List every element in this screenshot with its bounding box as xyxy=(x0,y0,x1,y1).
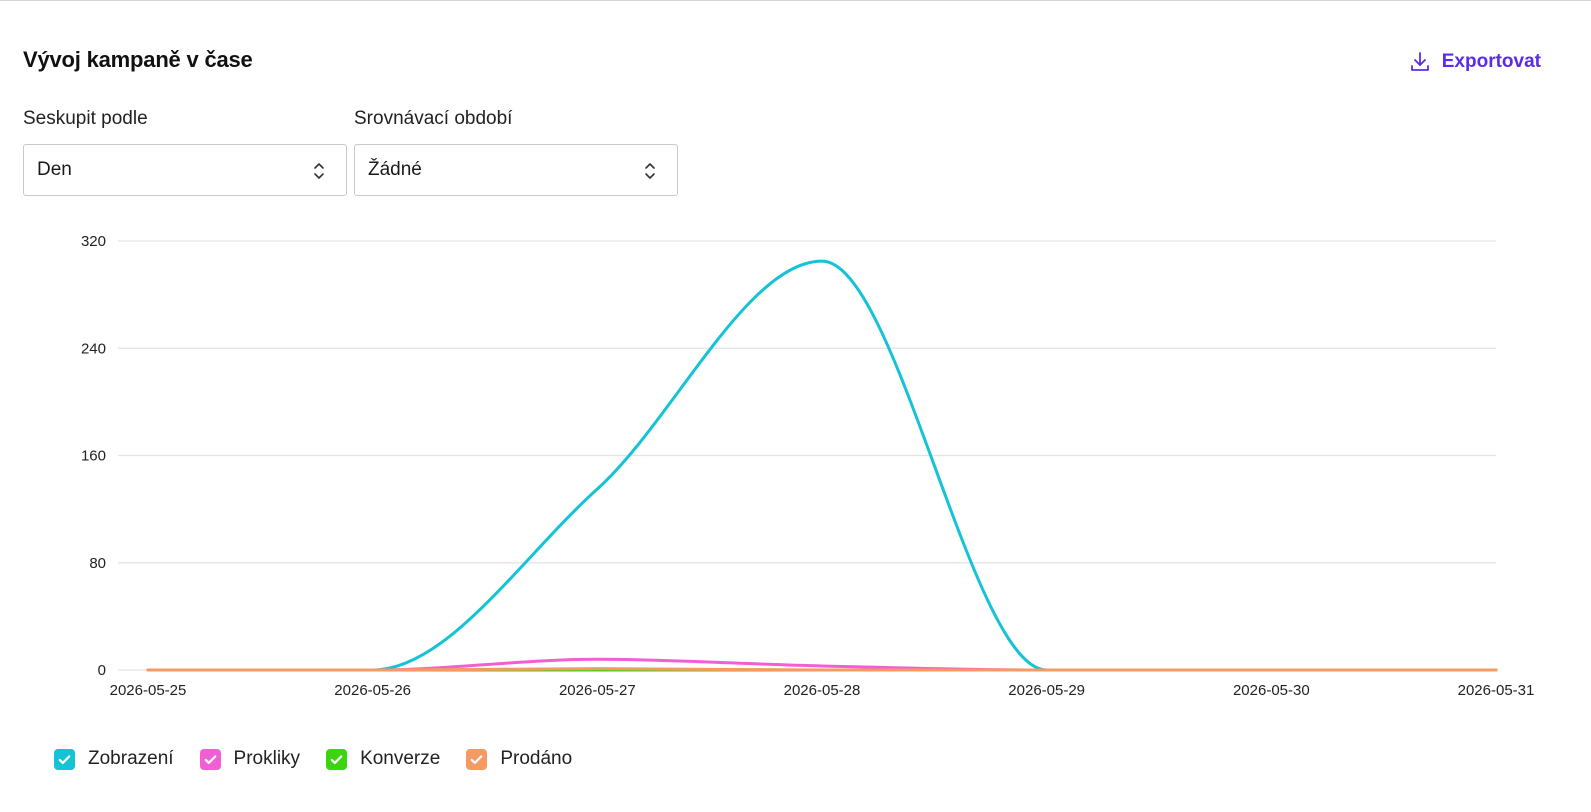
y-tick-label: 0 xyxy=(98,662,106,679)
checkbox-checked-icon[interactable] xyxy=(199,748,221,770)
y-tick-label: 80 xyxy=(89,555,106,572)
chart-legend: Zobrazení Prokliky Konverze Prodáno xyxy=(54,748,598,770)
export-label: Exportovat xyxy=(1441,51,1541,72)
legend-item[interactable]: Prokliky xyxy=(199,748,301,770)
series-line-prokliky xyxy=(146,657,1498,672)
x-tick-label: 2026-05-28 xyxy=(784,682,861,699)
chevron-updown-icon xyxy=(314,163,324,179)
x-tick-label: 2026-05-29 xyxy=(1008,682,1085,699)
group-by-select[interactable]: Den xyxy=(23,144,347,196)
line-chart: 0 80 160 240 320 2026-05-25 2026-05-26 2026-05-… xyxy=(81,233,1535,699)
download-icon xyxy=(1410,52,1429,71)
legend-item[interactable]: Konverze xyxy=(326,748,440,770)
group-by-label: Seskupit podle xyxy=(23,108,148,129)
group-by-value: Den xyxy=(37,159,72,180)
legend-item[interactable]: Zobrazení xyxy=(54,748,174,770)
checkbox-checked-icon[interactable] xyxy=(466,748,488,770)
export-button[interactable]: Exportovat xyxy=(1408,50,1541,74)
legend-label: Konverze xyxy=(360,748,441,769)
chevron-updown-icon xyxy=(645,163,655,179)
y-tick-label: 320 xyxy=(81,233,106,250)
series-line-zobrazení xyxy=(146,259,1498,672)
legend-label: Zobrazení xyxy=(88,748,174,769)
checkbox-checked-icon[interactable] xyxy=(326,748,348,770)
y-tick-label: 160 xyxy=(81,448,106,465)
x-tick-label: 2026-05-30 xyxy=(1233,682,1310,699)
y-tick-label: 240 xyxy=(81,340,106,357)
compare-label: Srovnávací období xyxy=(354,108,513,129)
compare-select[interactable]: Žádné xyxy=(354,144,678,196)
series-line-prodáno xyxy=(146,667,1498,672)
top-divider xyxy=(0,0,1591,1)
legend-label: Prodáno xyxy=(500,748,573,769)
x-tick-label: 2026-05-25 xyxy=(110,682,187,699)
legend-label: Prokliky xyxy=(233,748,301,769)
legend-item[interactable]: Prodáno xyxy=(466,748,572,770)
checkbox-checked-icon[interactable] xyxy=(54,748,75,770)
chart-title: Vývoj kampaně v čase xyxy=(23,47,253,72)
x-tick-label: 2026-05-27 xyxy=(559,682,636,699)
x-tick-label: 2026-05-31 xyxy=(1458,682,1535,699)
compare-value: Žádné xyxy=(368,159,422,180)
x-tick-label: 2026-05-26 xyxy=(334,682,411,699)
